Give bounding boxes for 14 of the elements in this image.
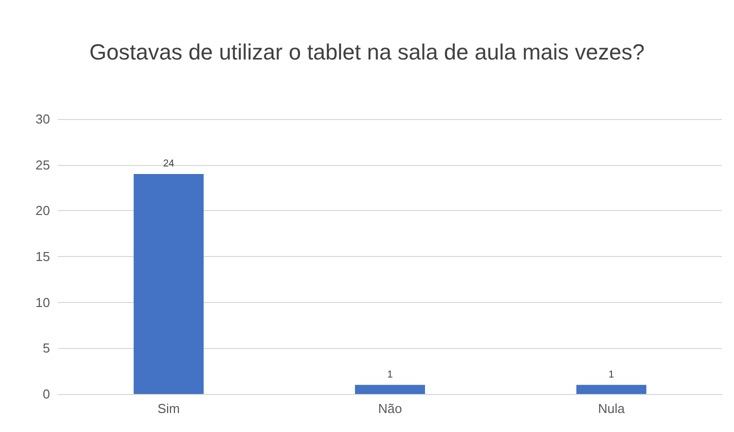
x-tick-label: Não — [378, 401, 402, 416]
x-tick-label: Nula — [598, 401, 626, 416]
y-tick-label: 5 — [42, 340, 50, 356]
y-tick-label: 10 — [36, 294, 50, 310]
data-label: 1 — [608, 369, 615, 380]
y-tick-label: 15 — [36, 249, 50, 264]
y-tick-label: 30 — [36, 112, 50, 126]
y-tick-label: 20 — [36, 203, 50, 218]
y-tick-label: 25 — [36, 157, 50, 172]
data-label: 24 — [163, 158, 175, 170]
data-label: 1 — [387, 369, 394, 380]
y-tick-label: 0 — [42, 386, 50, 402]
x-tick-label: Sim — [157, 401, 180, 416]
chart-title: Gostavas de utilizar o tablet na sala de aula mais vezes? — [89, 40, 645, 64]
